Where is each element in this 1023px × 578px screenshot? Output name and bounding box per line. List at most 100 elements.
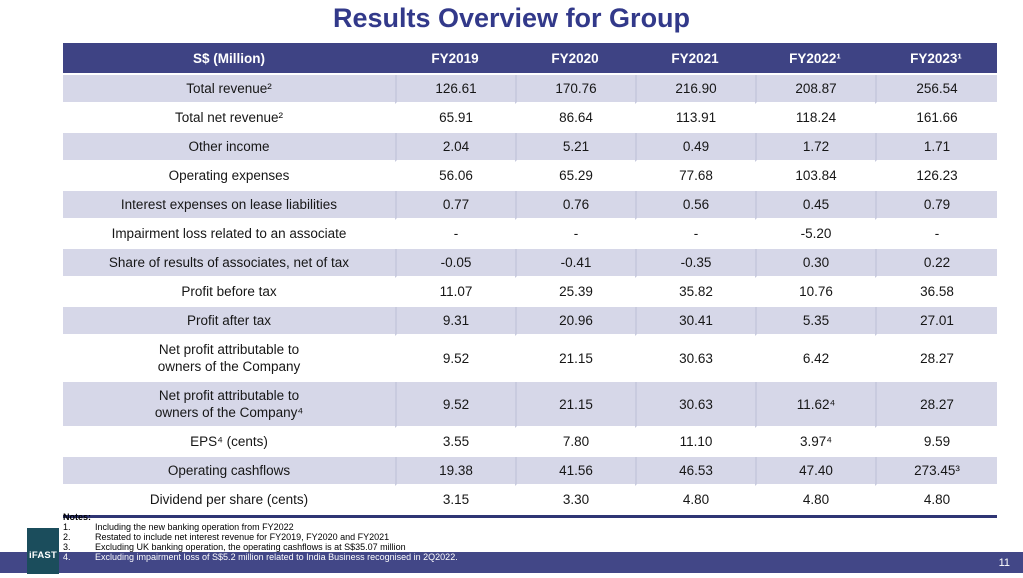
cell-value: 2.04 [395, 133, 515, 162]
cell-value: 0.49 [635, 133, 755, 162]
cell-value: 9.59 [875, 428, 997, 457]
cell-value: 36.58 [875, 278, 997, 307]
cell-value: - [515, 220, 635, 249]
cell-value: 20.96 [515, 307, 635, 336]
table-row: Net profit attributable to owners of the… [63, 382, 997, 428]
cell-value: -0.05 [395, 249, 515, 278]
table-row: Profit after tax 9.31 20.96 30.41 5.35 27.01 [63, 307, 997, 336]
cell-value: 4.80 [635, 486, 755, 515]
cell-value: 0.79 [875, 191, 997, 220]
row-label: Dividend per share (cents) [63, 486, 395, 515]
table-row: Total net revenue² 65.91 86.64 113.91 118.24… [63, 104, 997, 133]
notes-label: Notes: [63, 512, 92, 522]
cell-value: 7.80 [515, 428, 635, 457]
row-label: Net profit attributable to owners of the… [63, 336, 395, 382]
row-label: Profit after tax [63, 307, 395, 336]
cell-value: 208.87 [755, 75, 875, 104]
cell-value: 11.10 [635, 428, 755, 457]
cell-value: 0.56 [635, 191, 755, 220]
cell-value: 273.45³ [875, 457, 997, 486]
cell-value: 65.29 [515, 162, 635, 191]
col-header-year: FY2022¹ [755, 43, 875, 75]
cell-value: 113.91 [635, 104, 755, 133]
cell-value: 77.68 [635, 162, 755, 191]
table-body: Total revenue² 126.61 170.76 216.90 208.87 25… [63, 75, 997, 515]
col-header-year: FY2021 [635, 43, 755, 75]
cell-value: 6.42 [755, 336, 875, 382]
cell-value: 0.22 [875, 249, 997, 278]
footer-bar: 11 [0, 552, 1023, 573]
cell-value: 5.35 [755, 307, 875, 336]
ifast-logo-text: iFAST [29, 550, 57, 561]
note-item: 1. Including the new banking operation fr… [63, 522, 963, 532]
cell-value: 1.72 [755, 133, 875, 162]
results-table: S$ (Million) FY2019 FY2020 FY2021 FY2022¹ FY2… [63, 43, 997, 515]
cell-value: 41.56 [515, 457, 635, 486]
table-row: Operating expenses 56.06 65.29 77.68 103.84 1… [63, 162, 997, 191]
cell-value: - [635, 220, 755, 249]
cell-value: 86.64 [515, 104, 635, 133]
note-number: 4. [63, 552, 71, 562]
note-item: 2. Restated to include net interest reven… [63, 532, 963, 542]
cell-value: 47.40 [755, 457, 875, 486]
note-item: 4. Excluding impairment loss of S$5.2 mil… [63, 552, 963, 562]
cell-value: 46.53 [635, 457, 755, 486]
table-row: Profit before tax 11.07 25.39 35.82 10.76 36.… [63, 278, 997, 307]
row-label: Other income [63, 133, 395, 162]
row-label: Share of results of associates, net of t… [63, 249, 395, 278]
cell-value: 21.15 [515, 382, 635, 428]
table-row: Dividend per share (cents) 3.15 3.30 4.80 4.… [63, 486, 997, 515]
cell-value: 28.27 [875, 336, 997, 382]
note-number: 1. [63, 522, 71, 532]
cell-value: 3.97⁴ [755, 428, 875, 457]
cell-value: 103.84 [755, 162, 875, 191]
cell-value: 170.76 [515, 75, 635, 104]
col-header-year: FY2019 [395, 43, 515, 75]
row-label: Profit before tax [63, 278, 395, 307]
cell-value: 30.63 [635, 336, 755, 382]
row-label: Operating expenses [63, 162, 395, 191]
cell-value: 118.24 [755, 104, 875, 133]
row-label: Total revenue² [63, 75, 395, 104]
cell-value: 161.66 [875, 104, 997, 133]
col-header-year: FY2020 [515, 43, 635, 75]
cell-value: - [395, 220, 515, 249]
table-row: Impairment loss related to an associate -… [63, 220, 997, 249]
ifast-logo: iFAST [27, 528, 59, 574]
table-row: Interest expenses on lease liabilities 0.… [63, 191, 997, 220]
table-row: EPS⁴ (cents) 3.55 7.80 11.10 3.97⁴ 9.59 [63, 428, 997, 457]
table-row: Share of results of associates, net of t… [63, 249, 997, 278]
notes: Notes: 1. Including the new banking opera… [63, 512, 963, 562]
cell-value: 3.55 [395, 428, 515, 457]
cell-value: 0.76 [515, 191, 635, 220]
row-label: Total net revenue² [63, 104, 395, 133]
row-label: Operating cashflows [63, 457, 395, 486]
cell-value: 11.07 [395, 278, 515, 307]
cell-value: 30.41 [635, 307, 755, 336]
cell-value: 4.80 [755, 486, 875, 515]
cell-value: 126.23 [875, 162, 997, 191]
row-label: Impairment loss related to an associate [63, 220, 395, 249]
note-text: Including the new banking operation from… [95, 522, 294, 532]
cell-value: 126.61 [395, 75, 515, 104]
cell-value: 21.15 [515, 336, 635, 382]
note-item: 3. Excluding UK banking operation, the op… [63, 542, 963, 552]
cell-value: 0.30 [755, 249, 875, 278]
cell-value: 27.01 [875, 307, 997, 336]
cell-value: 10.76 [755, 278, 875, 307]
cell-value: -0.35 [635, 249, 755, 278]
cell-value: 19.38 [395, 457, 515, 486]
cell-value: 35.82 [635, 278, 755, 307]
cell-value: 5.21 [515, 133, 635, 162]
page-number: 11 [998, 556, 1010, 569]
cell-value: 3.30 [515, 486, 635, 515]
note-text: Excluding impairment loss of S$5.2 milli… [95, 552, 458, 562]
results-table-wrap: S$ (Million) FY2019 FY2020 FY2021 FY2022¹ FY2… [63, 43, 997, 518]
cell-value: 9.52 [395, 336, 515, 382]
cell-value: 256.54 [875, 75, 997, 104]
cell-value: 9.52 [395, 382, 515, 428]
cell-value: 4.80 [875, 486, 997, 515]
cell-value: - [875, 220, 997, 249]
table-row: Net profit attributable to owners of the… [63, 336, 997, 382]
